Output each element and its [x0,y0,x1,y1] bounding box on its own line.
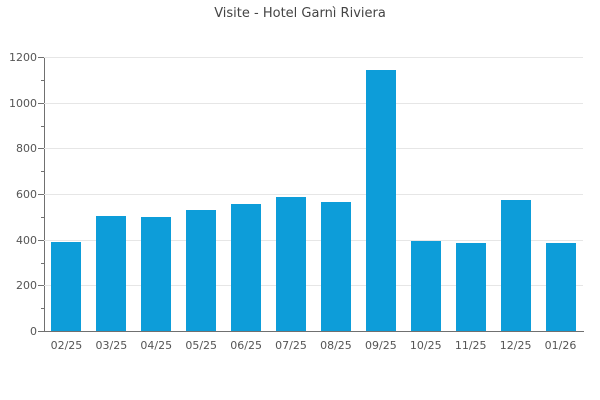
bar-09-25 [365,69,396,331]
bar-12-25 [500,199,531,331]
x-tick-label: 08/25 [320,339,352,352]
y-tick-label: 1200 [9,51,37,64]
y-minor-tick [41,171,44,173]
y-major-tick [38,57,44,58]
x-tick-label: 02/25 [50,339,83,352]
y-major-tick [38,194,44,195]
bar-03-25 [96,215,127,331]
x-tick-label: 06/25 [230,339,262,352]
y-minor-tick [41,262,44,264]
bar-02-25 [51,241,82,331]
y-tick-label: 1000 [9,96,37,110]
x-tick-label: 12/25 [499,339,532,352]
bar-01-26 [545,243,576,331]
y-minor-tick [41,79,44,81]
bar-08-25 [320,201,351,331]
x-tick-label: 10/25 [409,339,442,352]
y-minor-tick [41,125,44,127]
y-tick-label: 0 [30,325,37,338]
bar-04-25 [141,216,172,331]
y-major-tick [38,102,44,104]
x-tick-label: 04/25 [140,339,173,352]
x-axis-line [44,331,584,332]
gridline-y-200 [44,285,583,287]
x-tick-label: 07/25 [275,339,307,352]
bar-06-25 [231,204,262,331]
x-tick-label: 09/25 [365,339,397,352]
y-major-tick [38,239,44,241]
y-minor-tick [41,216,44,218]
y-major-tick [38,148,44,150]
x-tick-label: 11/25 [454,339,487,352]
gridline-y-400 [44,239,583,241]
x-tick-label: 01/26 [544,339,577,352]
x-tick-label: 05/25 [185,339,218,352]
bar-10-25 [410,240,441,331]
gridline-y-600 [44,194,583,195]
plot-area [44,57,583,331]
y-tick-label: 400 [16,233,37,247]
y-tick-label: 200 [16,279,37,293]
bar-11-25 [455,243,486,331]
y-minor-tick [41,308,44,310]
y-tick-label: 600 [16,188,37,201]
gridline-y-1000 [44,102,583,104]
gridline-y-1200 [44,57,583,58]
y-major-tick [38,285,44,287]
y-tick-label: 800 [16,142,37,156]
x-tick-label: 03/25 [95,339,128,352]
bar-07-25 [276,197,307,331]
bar-05-25 [186,209,217,331]
y-major-tick [38,331,44,332]
gridline-y-800 [44,148,583,150]
chart-title: Visite - Hotel Garnì Riviera [214,6,386,21]
